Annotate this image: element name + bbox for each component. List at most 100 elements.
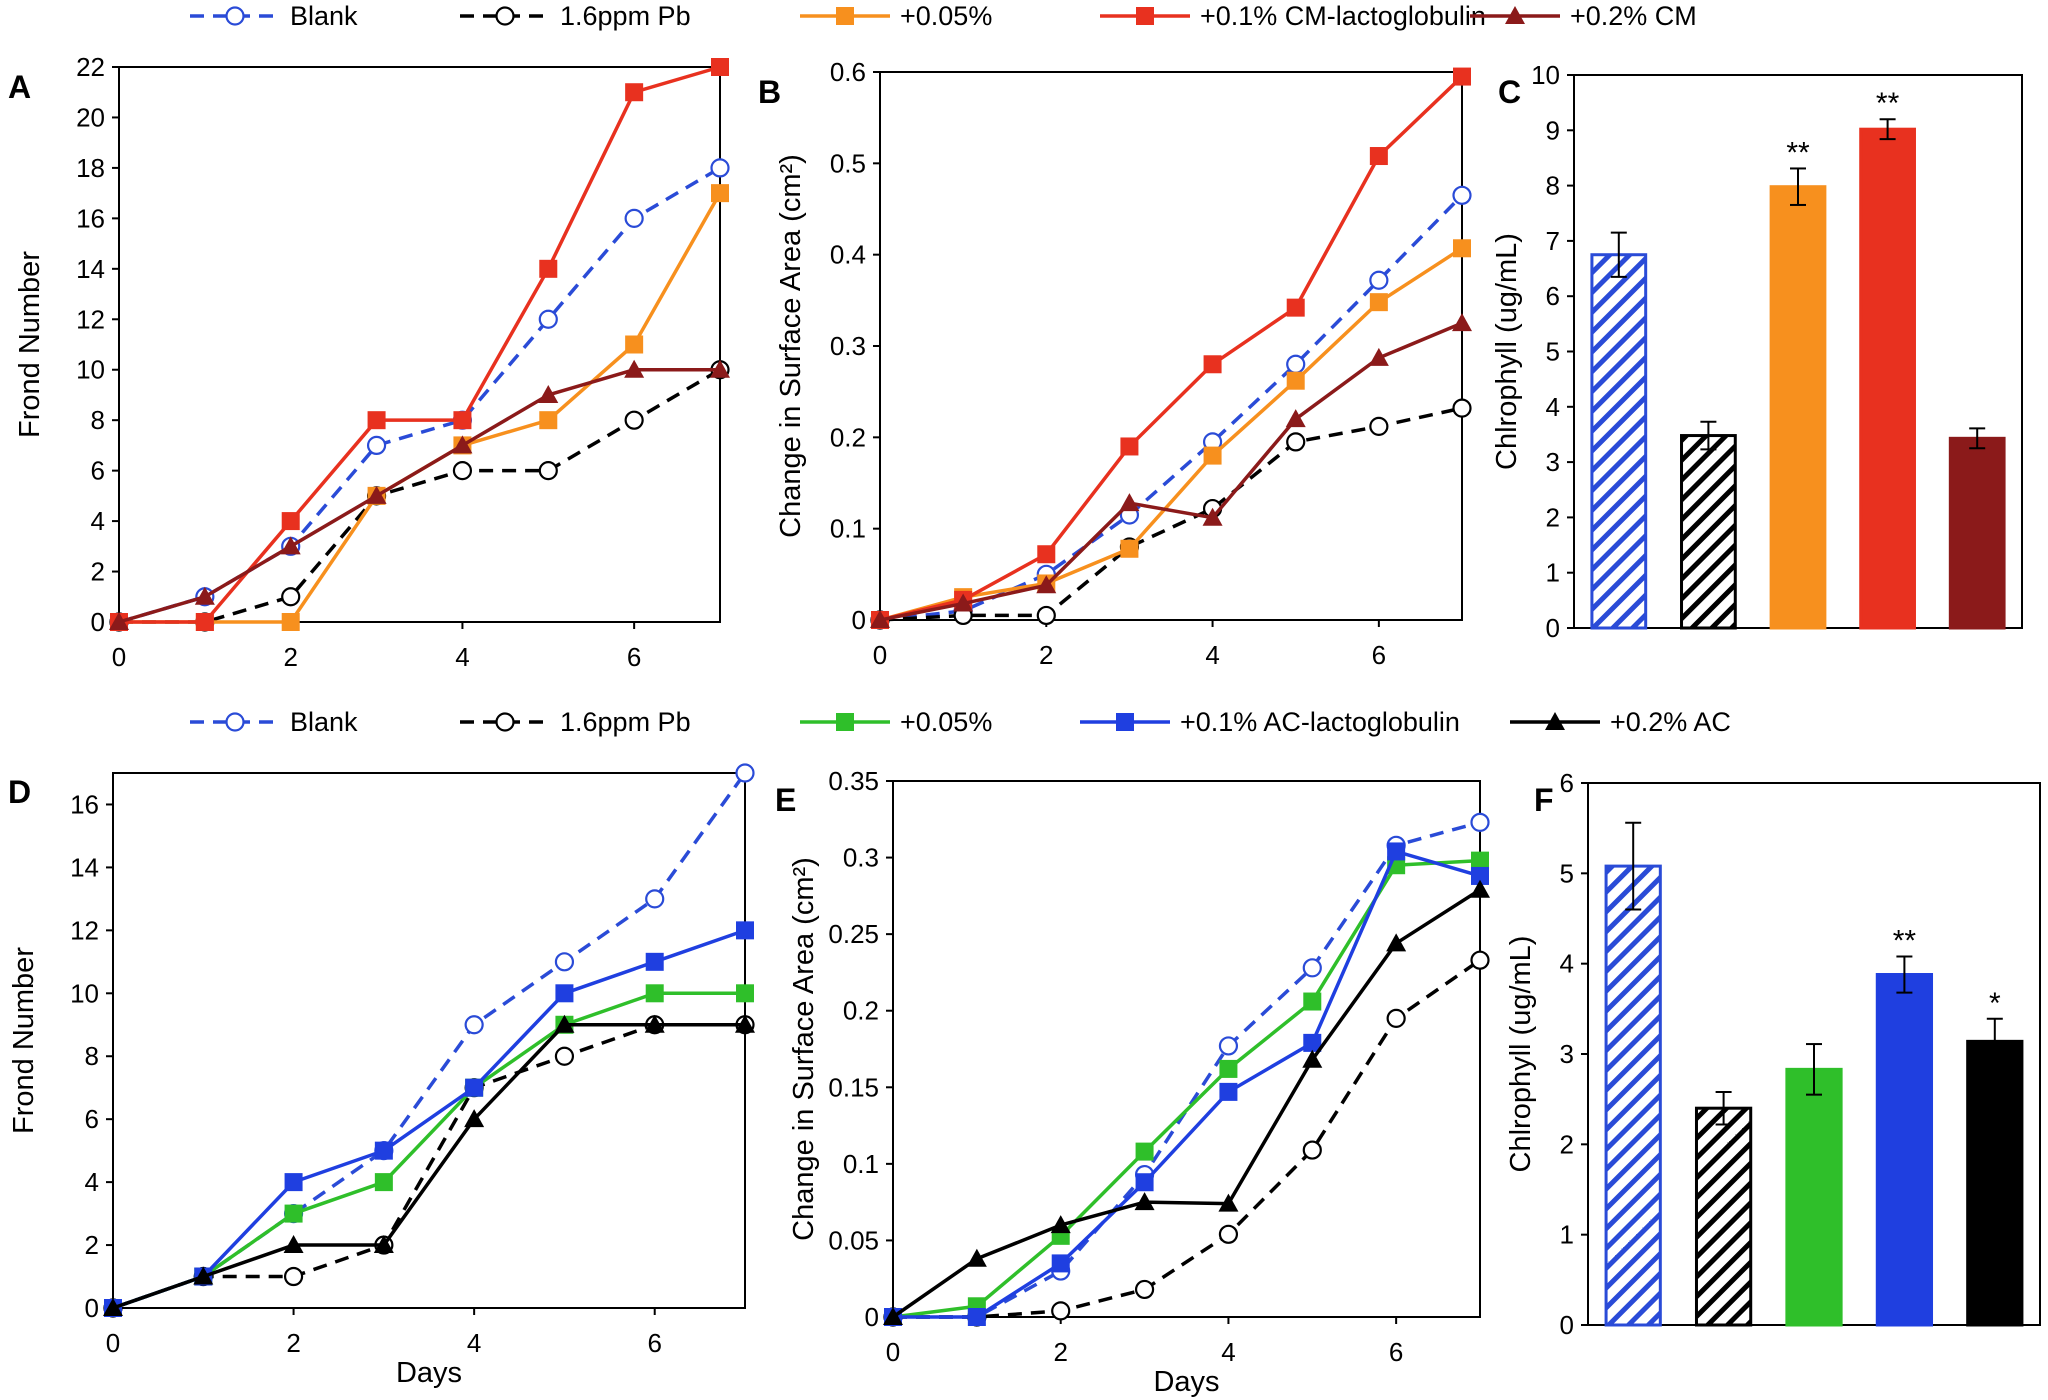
legend-item: +0.1% CM-lactoglobulin <box>1100 1 1486 31</box>
panel-letter: B <box>758 74 781 110</box>
panel-E: E 0 0.05 0.1 0.15 0.2 0.25 0.3 0.35 Change in Sur… <box>775 766 1490 1398</box>
y-tick-label: 3 <box>1546 447 1560 477</box>
y-tick-label: 0.3 <box>843 843 879 873</box>
legend-marker <box>225 6 245 26</box>
data-point <box>281 512 300 531</box>
data-point <box>374 1173 393 1192</box>
data-point <box>1471 851 1489 870</box>
series-line <box>893 849 1481 1319</box>
data-point <box>538 384 559 403</box>
series--0-1-cm-lactoglobulin <box>871 67 1471 629</box>
y-tick-label: 2 <box>91 557 105 587</box>
y-tick-label: 5 <box>1560 858 1574 888</box>
legend-label: Blank <box>290 1 358 31</box>
data-point <box>1470 950 1490 970</box>
series-line <box>112 928 746 1310</box>
y-tick-label: 8 <box>85 1041 99 1071</box>
data-point <box>1120 539 1139 558</box>
y-tick-label: 12 <box>76 304 105 334</box>
data-point <box>711 58 729 76</box>
y-tick-label: 16 <box>70 789 99 819</box>
significance-mark: * <box>1989 987 2001 1020</box>
y-tick-label: 0.2 <box>830 422 866 452</box>
data-point <box>1120 437 1139 456</box>
legend-item: +0.2% AC <box>1510 707 1731 737</box>
legend-item: Blank <box>190 1 358 31</box>
legend-marker <box>495 712 515 732</box>
data-point <box>280 536 301 555</box>
y-tick-label: 6 <box>91 456 105 486</box>
bar-group <box>1590 231 1648 630</box>
data-point <box>1037 545 1056 564</box>
bar <box>1859 127 1916 630</box>
data-point <box>1369 416 1389 436</box>
y-axis-title: Change in Surface Area (cm²) <box>775 154 807 538</box>
bar <box>1680 434 1737 630</box>
data-point <box>283 1235 304 1254</box>
y-tick-label: 0.25 <box>828 919 879 949</box>
series--0-05- <box>110 184 729 631</box>
significance-mark: ** <box>1876 87 1900 120</box>
data-point <box>1386 933 1407 952</box>
data-point <box>1303 1033 1322 1052</box>
data-point <box>374 1141 393 1160</box>
legend-marker <box>1136 7 1154 25</box>
legend-label: 1.6ppm Pb <box>560 707 691 737</box>
y-tick-label: 0.1 <box>843 1149 879 1179</box>
data-point <box>1202 507 1223 526</box>
series-line <box>118 367 720 624</box>
bar-group: ** <box>1859 87 1916 630</box>
y-tick-label: 1 <box>1546 558 1560 588</box>
series--0-2-ac <box>883 879 1490 1325</box>
data-point <box>624 359 645 378</box>
y-tick-label: 5 <box>1546 337 1560 367</box>
bar <box>1604 864 1662 1327</box>
data-point <box>1387 842 1406 861</box>
legend-label: +0.05% <box>900 1 992 31</box>
x-tick-label: 4 <box>455 642 469 672</box>
bar-group: * <box>1966 987 2024 1327</box>
series-line <box>879 321 1463 622</box>
data-point <box>736 921 754 940</box>
x-tick-label: 0 <box>112 642 126 672</box>
series-line <box>119 65 721 624</box>
data-point <box>465 1078 484 1097</box>
data-point <box>1203 355 1222 374</box>
y-tick-label: 0.3 <box>830 331 866 361</box>
data-point <box>1036 605 1056 626</box>
data-point <box>736 984 754 1003</box>
data-point <box>1452 398 1472 418</box>
series-line <box>112 1023 745 1310</box>
series-line <box>893 958 1481 1319</box>
data-point <box>109 612 129 630</box>
legend-marker <box>1116 713 1134 731</box>
y-tick-label: 0 <box>1546 613 1560 643</box>
y-tick-label: 3 <box>1560 1039 1574 1069</box>
y-tick-label: 4 <box>85 1167 99 1197</box>
x-tick-label: 0 <box>886 1337 900 1367</box>
data-point <box>710 359 730 378</box>
bar <box>1966 1039 2024 1327</box>
x-tick-label: 6 <box>627 642 641 672</box>
data-point <box>1470 812 1490 832</box>
bar-group: ** <box>1875 924 1934 1327</box>
data-point <box>711 184 729 203</box>
data-point <box>624 410 644 430</box>
series-line <box>119 192 722 624</box>
data-point <box>625 335 644 354</box>
data-point <box>194 586 215 605</box>
series--0-05- <box>871 239 1471 629</box>
data-point <box>645 889 665 909</box>
data-point <box>1471 866 1489 885</box>
y-tick-label: 9 <box>1546 115 1560 145</box>
legend-marker <box>225 712 245 732</box>
panel-letter: D <box>8 774 31 810</box>
data-point <box>1203 446 1222 465</box>
data-point <box>1470 879 1490 898</box>
y-tick-label: 2 <box>1546 502 1560 532</box>
data-point <box>554 1014 575 1033</box>
panel-B: B 0 0.1 0.2 0.3 0.4 0.5 0.6 Change in Surface Ar… <box>758 57 1472 670</box>
data-point <box>1286 354 1306 374</box>
series-blank <box>103 763 755 1318</box>
